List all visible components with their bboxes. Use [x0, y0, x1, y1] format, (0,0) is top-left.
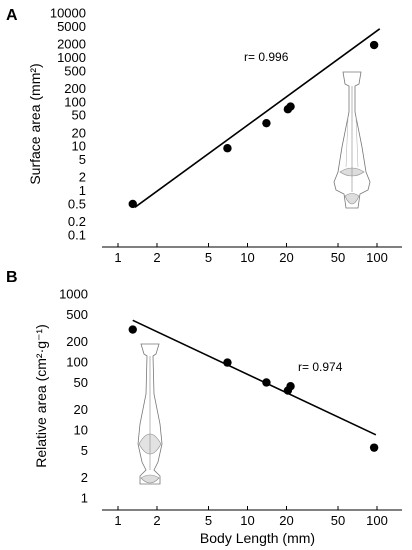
- panel-b: B 1 2 5 10 20 50 100 1 2 5 10 20 50 100 200 500 1000 Rela…: [6, 269, 402, 546]
- panel-a-y-axis-title: Surface area (mm²): [27, 63, 43, 184]
- panel-a-y-tick-label: 5000: [57, 19, 86, 34]
- panel-b-y-tick-label: 100: [66, 355, 88, 370]
- panel-a-data-point: [128, 199, 137, 209]
- panel-b-y-axis-title: Relative area (cm²·g⁻¹): [33, 324, 49, 468]
- panel-a-x-tick-label: 2: [153, 250, 160, 265]
- panel-a-x-tick-label: 10: [240, 250, 254, 265]
- panel-a: A 1 2 5 10 20 50 1000.10.20.512510205010020050…: [6, 6, 402, 265]
- panel-b-y-tick-label: 50: [74, 375, 88, 390]
- panel-b-y-tick-label: 1000: [59, 287, 88, 302]
- panel-b-x-tick-label: 50: [331, 513, 345, 528]
- panel-a-plot-area: 1 2 5 10 20 50 1000.10.20.51251020501002005001…: [27, 6, 402, 265]
- panel-b-x-tick-label: 20: [279, 513, 293, 528]
- panel-a-y-tick-label: 10: [72, 139, 86, 154]
- panel-a-y-tick-label: 0.5: [68, 196, 86, 211]
- panel-a-y-tick-label: 50: [72, 108, 86, 123]
- panel-b-plot-area: 1 2 5 10 20 50 100 1 2 5 10 20 50 100 200 500 1000 Relati…: [33, 287, 402, 546]
- panel-b-data-point: [223, 358, 232, 367]
- panel-a-data-point: [262, 118, 271, 128]
- panel-a-y-tick-label: 200: [64, 81, 86, 96]
- panel-b-x-tick-label: 2: [153, 513, 160, 528]
- panel-a-data-point: [369, 40, 379, 50]
- panel-a-regression-line: [134, 28, 381, 208]
- panel-a-y-tick-label: 2: [79, 170, 86, 185]
- panel-b-y-tick-label: 1: [81, 491, 88, 506]
- panel-a-y-tick-label: 500: [64, 63, 86, 78]
- panel-b-correlation-label: r= 0.974: [298, 360, 343, 374]
- panel-a-y-tick-label: 10000: [50, 6, 86, 21]
- panel-a-x-tick-label: 50: [331, 250, 345, 265]
- panel-b-data-point: [128, 325, 137, 334]
- panel-a-data-point: [286, 102, 295, 111]
- panel-a-x-tick-label: 5: [205, 250, 212, 265]
- panel-a-body-illustration: [333, 71, 371, 209]
- panel-b-x-tick-label: 5: [205, 513, 212, 528]
- panel-b-letter: B: [6, 269, 18, 286]
- panel-a-x-tick-label: 1: [114, 250, 121, 265]
- panel-a-y-tick-label: 20: [72, 125, 86, 140]
- panel-a-y-tick-label: 2000: [57, 37, 86, 52]
- panel-b-y-tick-label: 20: [74, 402, 88, 417]
- panel-b-y-tick-label: 10: [74, 423, 88, 438]
- panel-a-correlation-label: r= 0.996: [244, 50, 289, 64]
- panel-b-x-axis-title: Body Length (mm): [200, 530, 315, 546]
- panel-b-body-illustration: [137, 343, 163, 485]
- panel-a-x-tick-label: 100: [366, 250, 388, 265]
- panel-b-y-tick-label: 500: [66, 307, 88, 322]
- panel-b-data-point: [369, 443, 379, 452]
- panel-b-x-tick-label: 100: [366, 513, 388, 528]
- panel-b-x-tick-label: 1: [114, 513, 121, 528]
- panel-a-y-tick-label: 0.2: [68, 214, 86, 229]
- panel-b-y-tick-label: 5: [81, 443, 88, 458]
- panel-a-y-tick-label: 5: [79, 152, 86, 167]
- panel-b-y-tick-label: 200: [66, 334, 88, 349]
- panel-b-regression-line: [132, 319, 377, 436]
- panel-a-letter: A: [6, 7, 18, 24]
- panel-a-y-tick-label: 1: [79, 183, 86, 198]
- panel-a-y-tick-label: 0.1: [68, 228, 86, 243]
- panel-b-y-tick-label: 2: [81, 470, 88, 485]
- panel-b-data-point: [262, 378, 271, 387]
- panel-b-data-point: [286, 382, 295, 391]
- panel-b-x-tick-label: 10: [240, 513, 254, 528]
- panel-a-x-tick-label: 20: [279, 250, 293, 265]
- panel-a-y-tick-label: 100: [64, 94, 86, 109]
- panel-a-data-point: [223, 144, 232, 153]
- panel-a-y-tick-label: 1000: [57, 50, 86, 65]
